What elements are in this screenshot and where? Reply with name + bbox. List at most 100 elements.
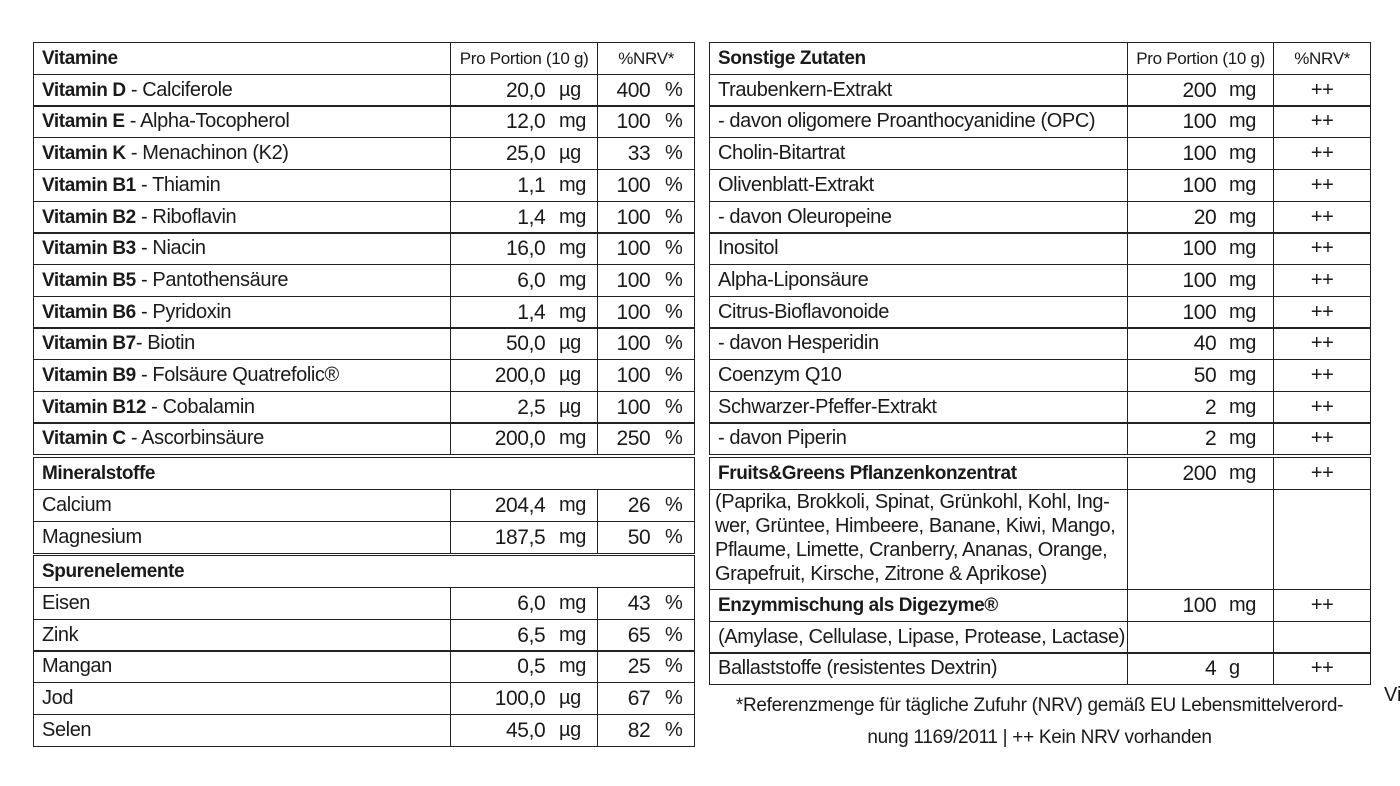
description-line: Grapefruit, Kirsche, Zitrone & Aprikose) (715, 562, 1047, 585)
amount-cell (1127, 488, 1275, 591)
nutrient-desc: Olivenblatt-Extrakt (718, 173, 874, 196)
amount: 1,1 (517, 173, 546, 197)
name-cell: - davon oligomere Proanthocyanidine (OPC… (709, 105, 1129, 139)
unit: mg (559, 591, 586, 614)
amount: 4 (1205, 657, 1217, 681)
nrv-cell: 67% (597, 682, 696, 715)
footnote-line: *Referenzmenge für tägliche Zufuhr (NRV)… (735, 695, 1344, 716)
name-cell: Coenzym Q10 (709, 359, 1129, 392)
row-label: - davon Hesperidin (718, 328, 879, 359)
nrv: ++ (1310, 142, 1334, 165)
nrv-unit: % (665, 268, 683, 291)
nrv-cell: 100% (597, 168, 696, 202)
amount: 100 (1182, 300, 1217, 324)
nrv-unit: % (665, 142, 683, 165)
nrv: 400 (616, 78, 651, 102)
nrv: 25 (627, 655, 651, 679)
unit: µg (559, 718, 581, 741)
amount-cell: 100 mg (1127, 105, 1275, 139)
name-cell: Eisen (33, 586, 452, 620)
column-header: %NRV* (1294, 49, 1351, 68)
name-cell: Selen (33, 713, 452, 747)
name-cell: - davon Hesperidin (709, 327, 1129, 361)
unit: µg (559, 687, 581, 709)
nutrient-name: Vitamin B9 (42, 365, 136, 386)
nrv: ++ (1310, 268, 1334, 291)
column-header: Pro Portion (10 g) (1136, 49, 1266, 68)
amount: 6,5 (517, 623, 546, 647)
unit: mg (1229, 110, 1256, 133)
nutrient-desc: Citrus-Bioflavonoide (718, 300, 889, 323)
nrv-unit: % (665, 591, 683, 614)
amount: 100 (1182, 173, 1217, 197)
amount-cell: 45,0 µg (450, 713, 599, 747)
row-label: Inositol (718, 233, 779, 264)
footnote: *Referenzmenge für tägliche Zufuhr (NRV)… (709, 690, 1370, 754)
nrv-unit: % (665, 525, 683, 548)
name-cell: Vitamin B12 - Cobalamin (33, 390, 452, 424)
section-title: Spurenelemente (42, 561, 185, 583)
row-label: Vitamin B3 - Niacin (42, 233, 206, 264)
row-heading: Fruits&Greens Pflanzenkonzentrat (718, 463, 1017, 485)
amount-cell: 1,4 mg (450, 295, 599, 329)
unit: mg (1229, 300, 1256, 323)
header-cell: Vitamine (33, 42, 452, 75)
nrv: ++ (1310, 462, 1334, 485)
nrv-cell: ++ (1273, 200, 1372, 234)
name-cell: Enzymmischung als Digezyme® (709, 588, 1129, 622)
row-label: Vitamin B2 - Riboflavin (42, 202, 237, 233)
amount: 200 (1182, 462, 1217, 486)
amount-cell: 200,0 mg (450, 422, 599, 456)
description-line: Pflaume, Limette, Cranberry, Ananas, Ora… (715, 538, 1108, 561)
row-label: Magnesium (42, 522, 142, 553)
section-title: Vitamine (42, 48, 118, 69)
nrv-cell: 50% (597, 520, 696, 554)
amount-cell: 25,0 µg (450, 137, 599, 171)
amount: 100 (1182, 268, 1217, 292)
nutrient-desc: - Folsäure Quatrefolic® (135, 364, 339, 386)
nrv: 100 (616, 300, 651, 324)
nutrient-desc: Selen (42, 718, 92, 741)
amount-cell: 187,5 mg (450, 520, 599, 554)
unit: mg (559, 427, 586, 450)
row-label: Vitamin B7- Biotin (42, 328, 195, 359)
description-line: (Paprika, Brokkoli, Spinat, Grünkohl, Ko… (715, 490, 1110, 513)
amount: 2 (1205, 395, 1217, 419)
amount-cell: 100 mg (1127, 232, 1275, 266)
nrv: 26 (627, 493, 651, 517)
header-cell: Pro Portion (10 g) (450, 42, 599, 75)
nrv: 250 (616, 427, 651, 451)
header-cell: Sonstige Zutaten (709, 42, 1129, 75)
amount-cell: 12,0 mg (450, 105, 599, 139)
amount: 25,0 (506, 142, 546, 166)
nrv: ++ (1310, 300, 1334, 323)
nrv-cell: ++ (1273, 390, 1372, 424)
unit: µg (559, 332, 581, 355)
nrv: ++ (1310, 173, 1334, 196)
nrv-cell: ++ (1273, 457, 1372, 491)
cut-off-text: Vi (1384, 684, 1400, 706)
row-label: Jod (42, 683, 73, 714)
nrv-cell: 82% (597, 713, 696, 747)
row-label: Vitamin K - Menachinon (K2) (42, 138, 289, 169)
nrv-unit: % (665, 493, 683, 516)
amount: 12,0 (506, 110, 546, 134)
amount: 200 (1182, 78, 1217, 102)
amount-cell: 100,0 µg (450, 682, 599, 715)
nrv: ++ (1310, 395, 1334, 418)
amount: 16,0 (506, 237, 546, 261)
nutrient-desc: - Cobalamin (146, 395, 255, 418)
nrv-cell: 43% (597, 586, 696, 620)
nrv-unit: % (665, 237, 683, 260)
row-label: Ballaststoffe (resistentes Dextrin) (718, 653, 997, 684)
nrv: 100 (616, 332, 651, 356)
nrv-cell: 100% (597, 200, 696, 234)
nrv-cell: 250% (597, 422, 696, 456)
name-cell: Vitamin B9 - Folsäure Quatrefolic® (33, 359, 452, 392)
nrv: 50 (627, 525, 651, 549)
nutrient-desc: Inositol (718, 237, 779, 260)
name-cell: Citrus-Bioflavonoide (709, 295, 1129, 329)
row-label: Vitamin B6 - Pyridoxin (42, 297, 231, 328)
nutrient-name: Vitamin B6 (42, 301, 136, 323)
